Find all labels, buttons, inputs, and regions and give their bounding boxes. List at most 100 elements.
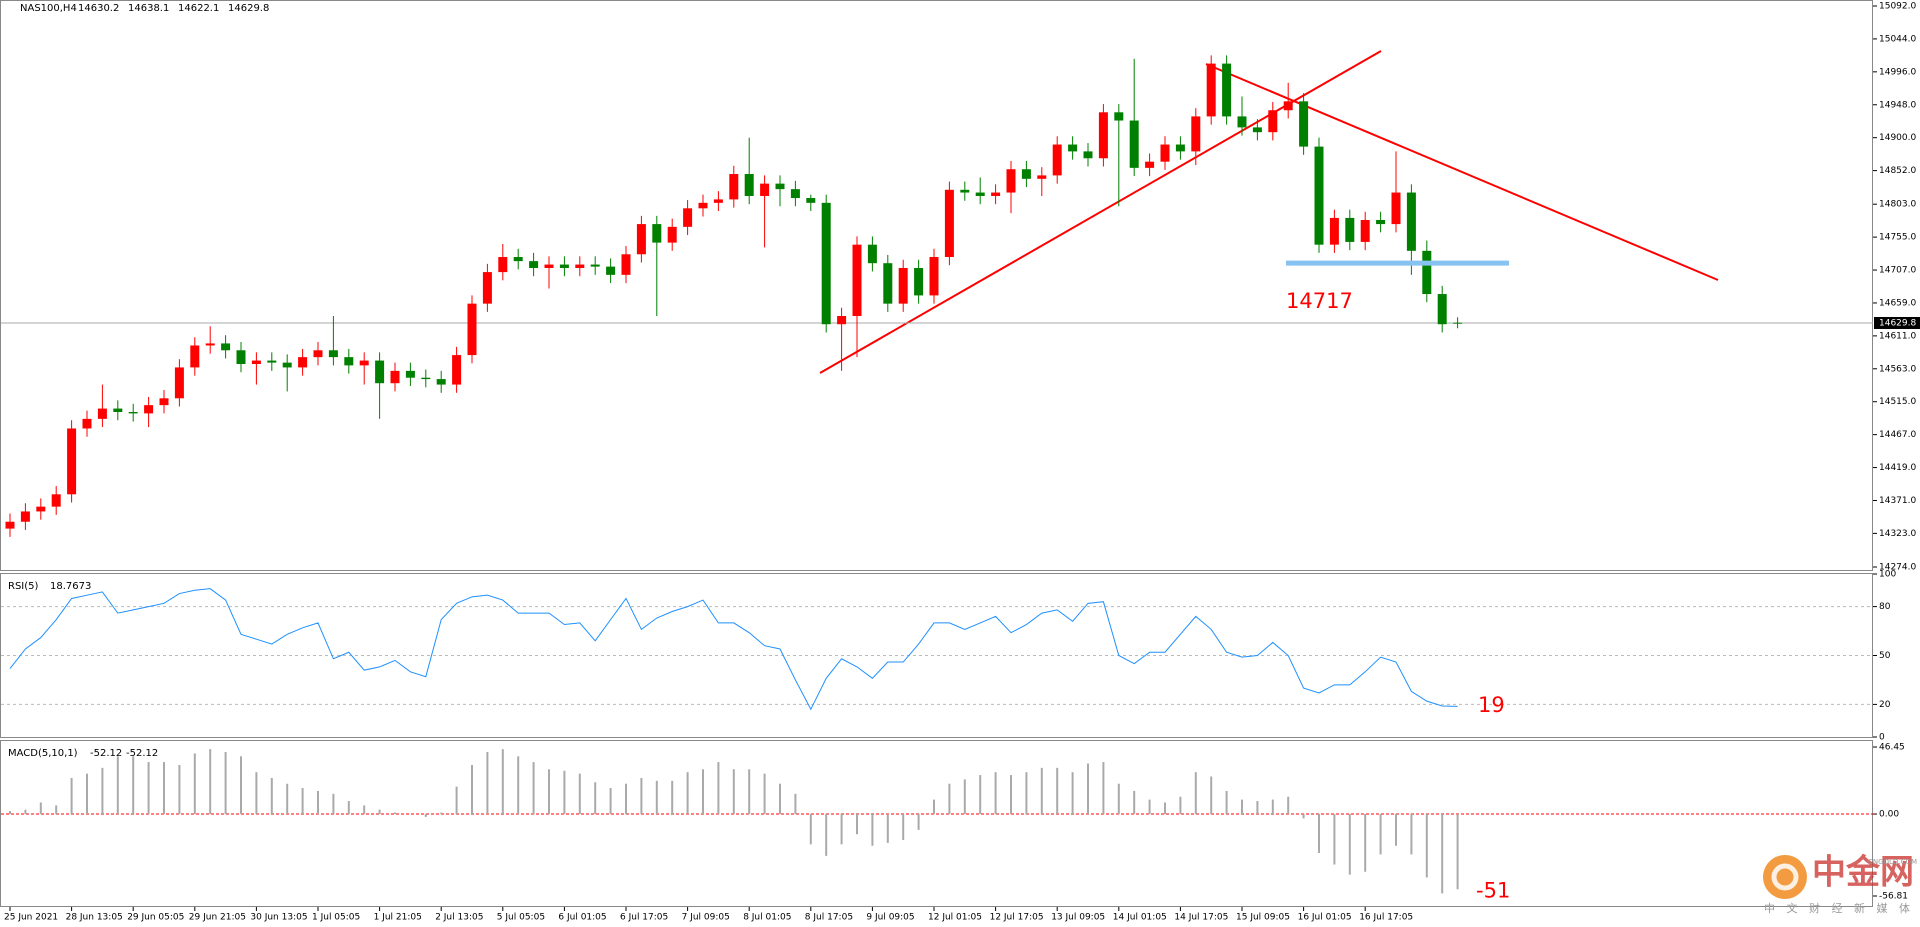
x-tick-label: 16 Jul 17:05 (1359, 913, 1413, 923)
candle-body (544, 264, 554, 268)
candle-body (221, 343, 231, 351)
watermark-url: CNGOLD.COM (1868, 858, 1917, 866)
candle-body (806, 198, 816, 203)
candle-body (1299, 101, 1309, 147)
y-tick-label: 14467.0 (1879, 430, 1916, 440)
candle-body (1422, 250, 1432, 295)
x-tick-label: 12 Jul 17:05 (990, 913, 1044, 923)
symbol-label: NAS100,H4 (20, 3, 77, 14)
candle-body (144, 405, 154, 414)
candle-body (128, 412, 138, 414)
x-tick-label: 30 Jun 13:05 (250, 913, 307, 923)
main-pane (0, 0, 1873, 571)
level-label: 14717 (1286, 289, 1353, 313)
candle-body (944, 189, 954, 258)
candle-body (97, 408, 107, 419)
watermark-tagline: 中 文 财 经 新 媒 体 (1764, 901, 1914, 915)
x-tick-label: 12 Jul 01:05 (928, 913, 982, 923)
candle-body (667, 226, 677, 243)
indicator-title: MACD(5,10,1) (8, 748, 78, 759)
candle-body (1129, 120, 1139, 168)
candle-body (267, 360, 277, 363)
x-tick-label: 1 Jul 21:05 (374, 913, 422, 923)
y-tick-label: 80 (1879, 602, 1891, 612)
candle-body (898, 267, 908, 304)
y-tick-label: 15044.0 (1879, 34, 1916, 44)
ohlc-value: 14629.8 (228, 3, 269, 14)
x-tick-label: 14 Jul 17:05 (1174, 913, 1228, 923)
candle-body (929, 257, 939, 296)
candle-body (1222, 63, 1232, 117)
candle-body (1268, 110, 1278, 133)
candle-body (513, 257, 523, 262)
candle-body (1437, 294, 1447, 325)
candle-body (1098, 112, 1108, 159)
watermark-logo (1763, 855, 1807, 899)
rsi-pane (0, 573, 1873, 738)
y-tick-label: 14948.0 (1879, 100, 1916, 110)
candle-body (1376, 219, 1386, 225)
candle-body (236, 350, 246, 364)
candle-body (636, 224, 646, 255)
trend-line (1205, 63, 1719, 281)
candle-body (1453, 322, 1463, 324)
ohlc-value: 14630.2 (78, 3, 119, 14)
macd-annotation: -51 (1476, 879, 1510, 903)
candle-body (1314, 146, 1324, 245)
candle-body (760, 183, 770, 196)
y-tick-label: 14323.0 (1879, 529, 1916, 539)
x-tick-label: 8 Jul 17:05 (805, 913, 853, 923)
candle-body (328, 350, 338, 358)
macd-pane (0, 740, 1873, 907)
y-tick-label: 14419.0 (1879, 463, 1916, 473)
candle-body (359, 360, 369, 366)
y-tick-label: 14852.0 (1879, 166, 1916, 176)
candle-body (1021, 169, 1031, 179)
candle-body (775, 183, 785, 190)
x-tick-label: 7 Jul 09:05 (682, 913, 730, 923)
ohlc-value: 14622.1 (178, 3, 219, 14)
candle-body (975, 192, 985, 196)
candle-body (1083, 151, 1093, 159)
rsi-annotation: 19 (1478, 693, 1505, 717)
candle-body (1114, 112, 1124, 121)
y-tick-label: 46.45 (1879, 743, 1905, 753)
indicator-value: 18.7673 (50, 581, 91, 592)
candle-body (1237, 116, 1247, 128)
candle-body (67, 428, 77, 495)
y-tick-label: 100 (1879, 570, 1896, 580)
candle-body (20, 511, 30, 522)
candle-body (251, 360, 261, 364)
indicator-signal: -52.12 (126, 748, 158, 759)
candle-body (467, 303, 477, 356)
candle-body (5, 521, 15, 529)
x-tick-label: 6 Jul 17:05 (620, 913, 668, 923)
y-tick-label: 20 (1879, 700, 1891, 710)
candle-body (1345, 217, 1355, 242)
candle-body (575, 264, 585, 268)
y-tick-label: 0.00 (1879, 810, 1899, 820)
candle-body (606, 266, 616, 275)
candle-body (1191, 116, 1201, 152)
y-tick-label: 14563.0 (1879, 364, 1916, 374)
candle-body (1329, 217, 1339, 245)
candle-body (51, 494, 61, 507)
current-price-box (1874, 316, 1920, 329)
candle-body (405, 370, 415, 378)
y-tick-label: 50 (1879, 651, 1891, 661)
candle-body (744, 174, 754, 196)
candle-body (82, 418, 92, 429)
candle-body (867, 244, 877, 264)
candle-body (1406, 192, 1416, 251)
y-tick-label: 0 (1879, 733, 1885, 743)
x-tick-label: 14 Jul 01:05 (1113, 913, 1167, 923)
candle-body (1068, 144, 1078, 152)
candle-body (344, 357, 354, 366)
candle-body (729, 174, 739, 200)
candle-body (991, 192, 1001, 196)
candle-body (205, 343, 215, 346)
indicator-title: RSI(5) (8, 581, 39, 592)
x-tick-label: 29 Jun 05:05 (127, 913, 184, 923)
ohlc-value: 14638.1 (128, 3, 169, 14)
